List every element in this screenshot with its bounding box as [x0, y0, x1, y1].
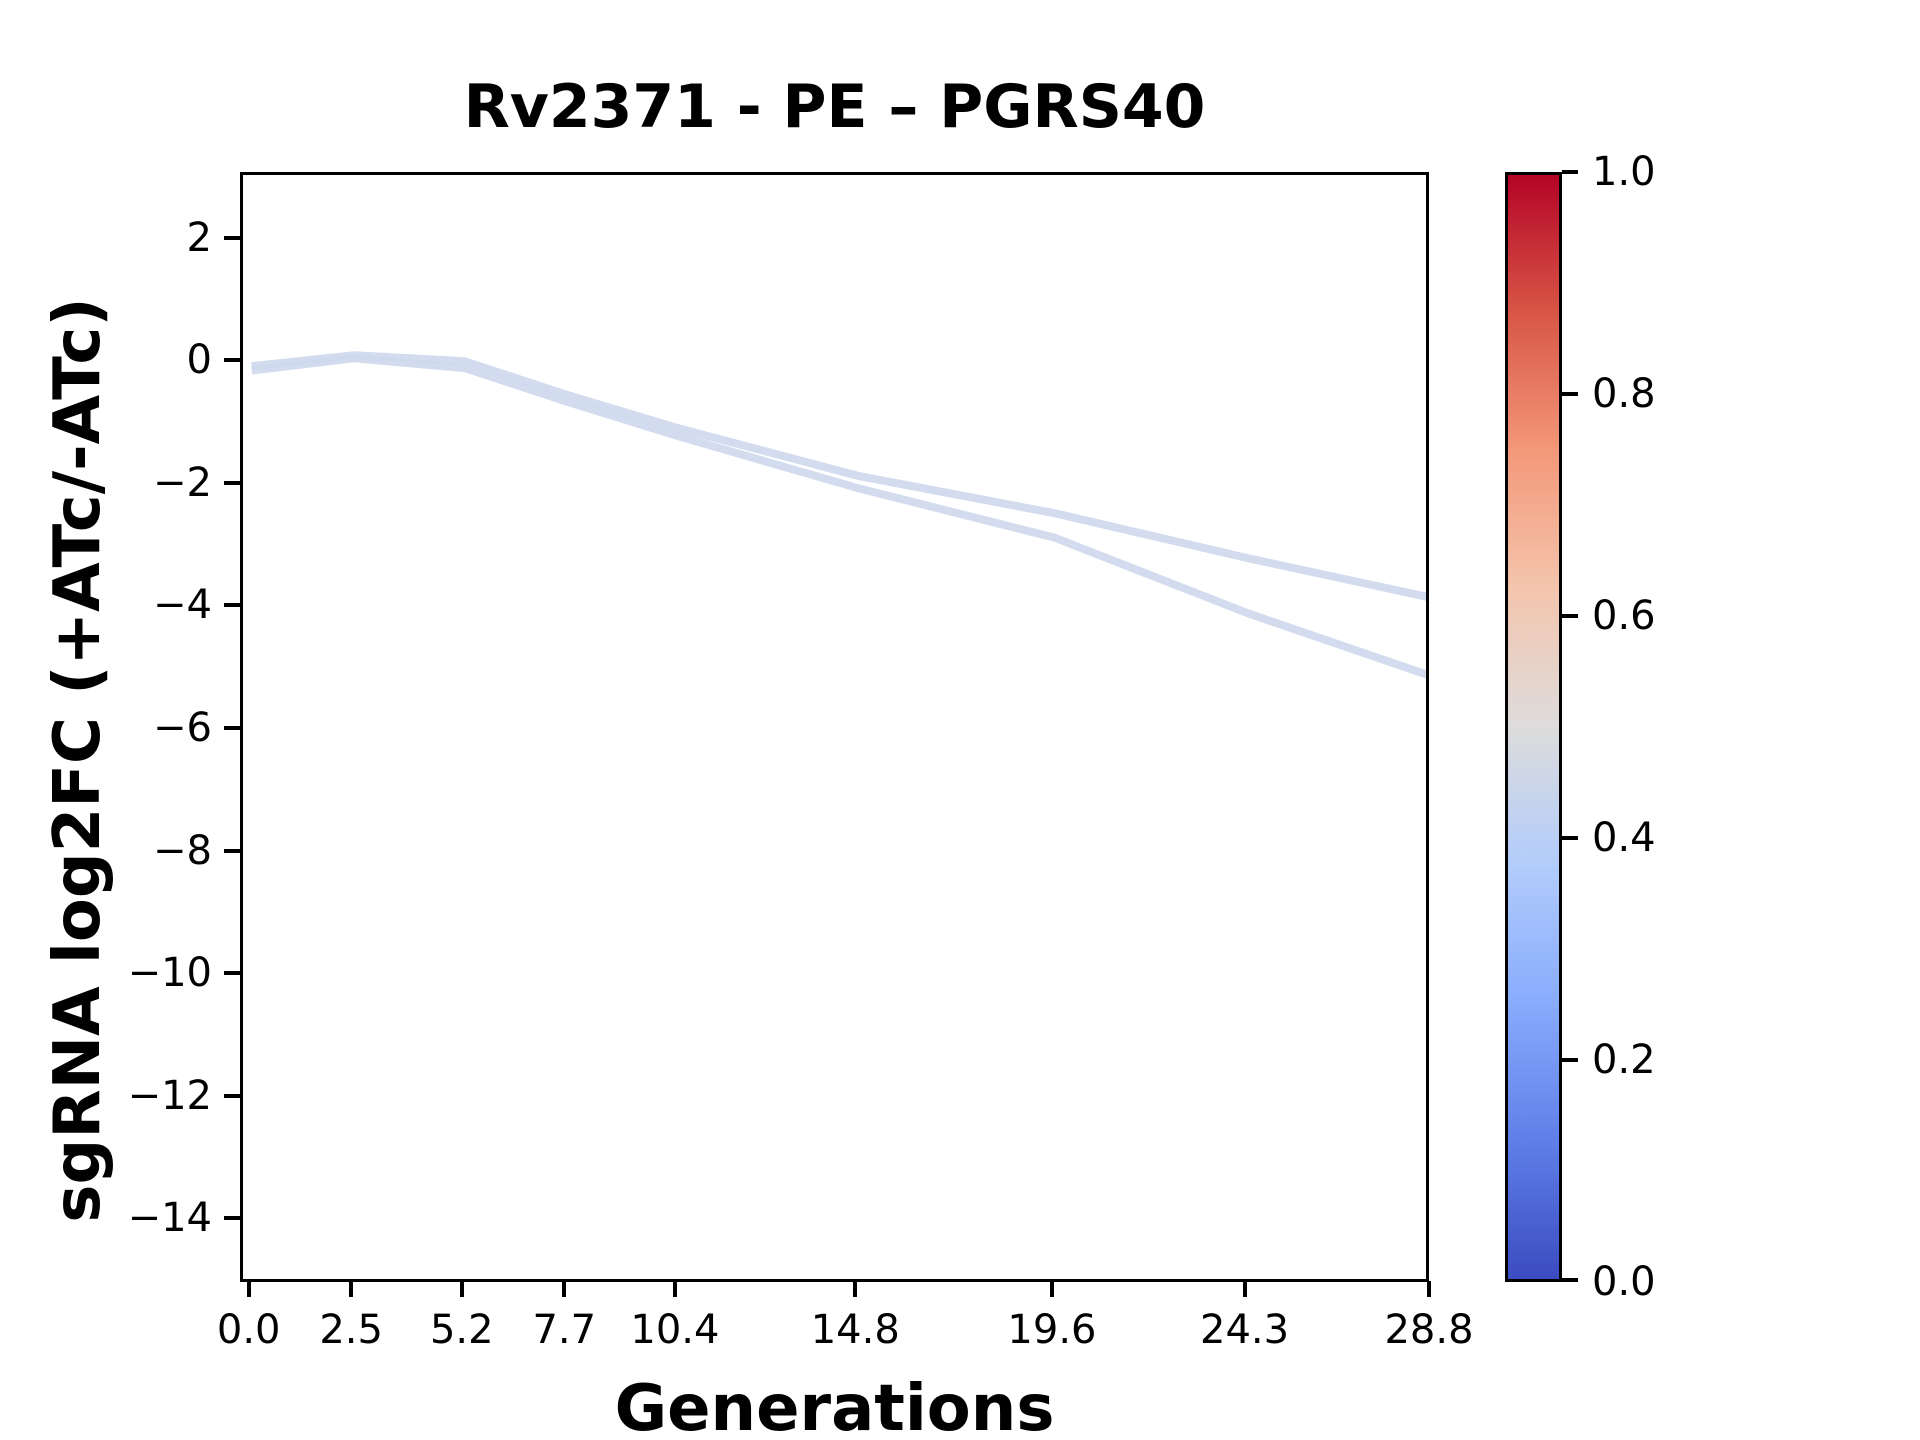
colorbar-tick-label: 0.4	[1592, 815, 1656, 861]
y-tick-mark	[224, 358, 240, 363]
y-tick-label: −12	[127, 1072, 212, 1119]
x-tick-mark	[1049, 1281, 1054, 1297]
y-tick-mark	[224, 848, 240, 853]
x-tick-mark	[349, 1281, 354, 1297]
y-tick-mark	[224, 1216, 240, 1221]
y-tick-label: −14	[127, 1195, 212, 1242]
x-tick-label: 14.8	[810, 1307, 900, 1353]
y-tick-label: −8	[153, 827, 212, 874]
colorbar-tick-label: 0.8	[1592, 371, 1656, 417]
y-tick-label: −10	[127, 950, 212, 997]
x-tick-mark	[1427, 1281, 1431, 1297]
x-axis-label: Generations	[614, 1372, 1055, 1440]
colorbar-tick-mark	[1562, 170, 1578, 174]
colorbar-tick-mark	[1562, 1058, 1578, 1062]
y-tick-label: 0	[186, 337, 212, 384]
sgRNA-trace-1	[251, 351, 1426, 601]
x-tick-mark	[562, 1281, 567, 1297]
x-tick-mark	[246, 1281, 251, 1297]
y-tick-label: −4	[153, 582, 212, 629]
x-tick-label: 10.4	[630, 1307, 720, 1353]
y-tick-mark	[224, 480, 240, 485]
y-tick-mark	[224, 971, 240, 976]
x-tick-label: 7.7	[532, 1307, 597, 1353]
x-tick-label: 2.5	[319, 1307, 383, 1353]
colorbar-tick-label: 0.0	[1592, 1259, 1656, 1305]
x-tick-label: 24.3	[1200, 1307, 1290, 1353]
colorbar-tick-mark	[1562, 614, 1578, 618]
colorbar-tick-label: 0.2	[1592, 1037, 1656, 1083]
y-tick-mark	[224, 235, 240, 240]
x-tick-mark	[853, 1281, 858, 1297]
chart-title: Rv2371 - PE – PGRS40	[463, 72, 1206, 142]
y-tick-label: −6	[153, 704, 212, 751]
x-tick-label: 28.8	[1384, 1307, 1474, 1353]
x-tick-label: 19.6	[1007, 1307, 1097, 1353]
y-tick-mark	[224, 603, 240, 608]
sgRNA-trace-2	[251, 354, 1426, 679]
y-tick-mark	[224, 725, 240, 730]
y-tick-label: −2	[153, 459, 212, 506]
colorbar-tick-label: 0.6	[1592, 593, 1656, 639]
plot-area	[240, 172, 1429, 1282]
line-series-canvas	[251, 351, 1426, 679]
colorbar-tick-mark	[1562, 392, 1578, 396]
x-tick-label: 0.0	[216, 1307, 281, 1353]
x-tick-mark	[672, 1281, 677, 1297]
colorbar-tick-mark	[1562, 1278, 1578, 1282]
y-tick-mark	[224, 1093, 240, 1098]
y-tick-label: 2	[186, 214, 212, 261]
colorbar-tick-mark	[1562, 836, 1578, 840]
x-tick-label: 5.2	[429, 1307, 494, 1353]
colorbar-gradient	[1505, 172, 1562, 1282]
colorbar-tick-label: 1.0	[1592, 149, 1656, 195]
x-tick-mark	[1242, 1281, 1247, 1297]
x-tick-mark	[459, 1281, 464, 1297]
